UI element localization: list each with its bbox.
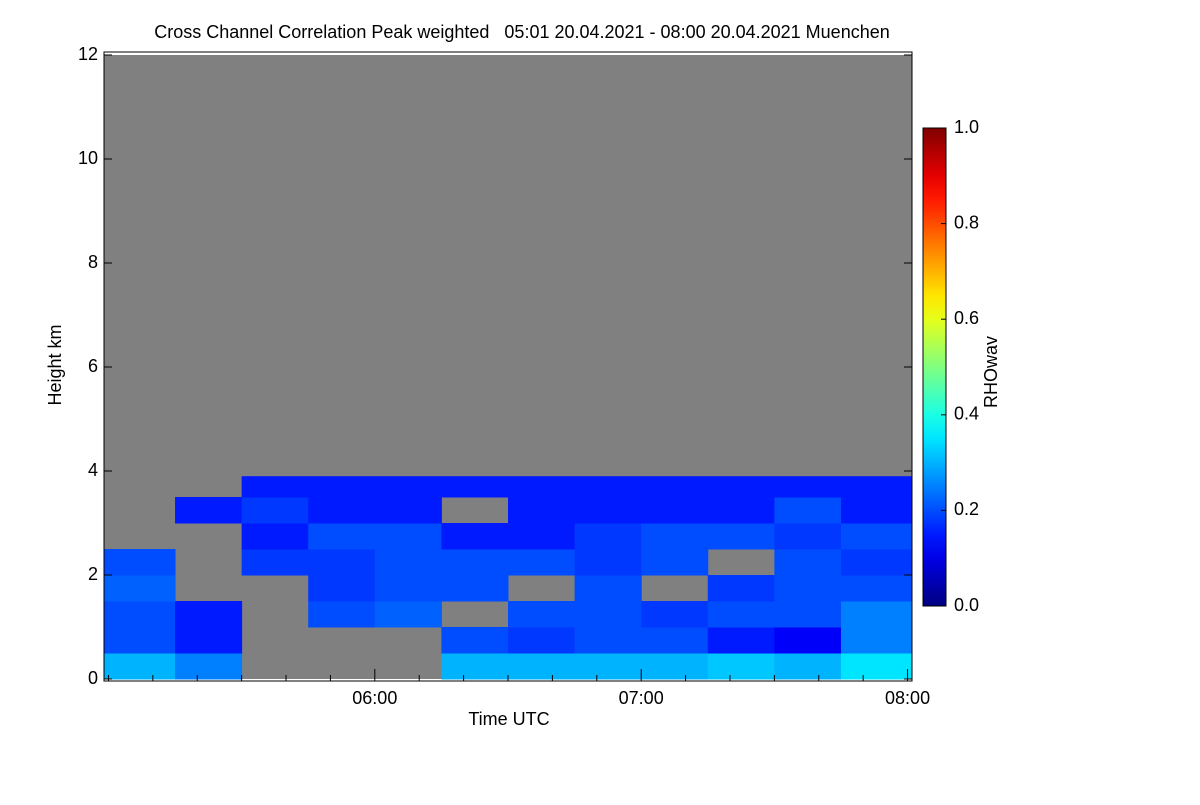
heatmap-cell (707, 601, 775, 628)
y-tick-label: 10 (78, 148, 98, 168)
y-tick-label: 2 (88, 564, 98, 584)
heatmap-cell (840, 601, 913, 628)
heatmap-cell (707, 575, 775, 602)
heatmap-cell (441, 523, 509, 550)
heatmap-cell (104, 653, 176, 680)
colorbar-tick-label: 0.2 (954, 499, 979, 519)
heatmap-cell (707, 627, 775, 654)
heatmap-cell (840, 476, 913, 498)
heatmap-cell (308, 575, 376, 602)
heatmap-cell (641, 627, 709, 654)
y-tick-label: 8 (88, 252, 98, 272)
heatmap-cell (840, 627, 913, 654)
heatmap-cell (441, 653, 509, 680)
heatmap-cell (104, 627, 176, 654)
colorbar (922, 127, 947, 607)
chart-title: Cross Channel Correlation Peak weighted … (154, 22, 890, 42)
heatmap-cell (840, 523, 913, 550)
heatmap-cell (308, 476, 376, 498)
heatmap-cell (308, 497, 376, 524)
heatmap-cell (441, 476, 509, 498)
heatmap-cell (840, 653, 913, 680)
heatmap-cell (308, 601, 376, 628)
heatmap-cell (175, 601, 243, 628)
heatmap-cell (574, 523, 642, 550)
heatmap-cell (707, 653, 775, 680)
heatmap-cell (774, 549, 842, 576)
heatmap-cell (175, 653, 243, 680)
heatmap-cell (104, 601, 176, 628)
heatmap-cell (374, 601, 442, 628)
colorbar-tick-label: 0.0 (954, 595, 979, 615)
x-tick-label: 08:00 (885, 688, 930, 708)
heatmap-cell (441, 575, 509, 602)
heatmap-cell (574, 653, 642, 680)
heatmap-cell (574, 627, 642, 654)
heatmap-cell (774, 476, 842, 498)
heatmap-cell (840, 497, 913, 524)
heatmap-cell (641, 476, 709, 498)
heatmap-cell (175, 627, 243, 654)
heatmap-cell (707, 497, 775, 524)
heatmap-cell (774, 523, 842, 550)
heatmap-cell (707, 523, 775, 550)
colorbar-tick-label: 0.6 (954, 308, 979, 328)
heatmap-cell (774, 575, 842, 602)
heatmap-cell (308, 523, 376, 550)
heatmap-cell (441, 627, 509, 654)
y-tick-label: 4 (88, 460, 98, 480)
heatmap-cell (374, 476, 442, 498)
heatmap-cell (241, 497, 309, 524)
y-tick-label: 6 (88, 356, 98, 376)
colorbar-tick-label: 0.8 (954, 212, 979, 232)
heatmap-cell (840, 549, 913, 576)
heatmap-cell (241, 523, 309, 550)
heatmap-cell (308, 549, 376, 576)
heatmap-cell (641, 653, 709, 680)
heatmap-cell (508, 497, 576, 524)
heatmap-cell (508, 601, 576, 628)
heatmap-cell (508, 523, 576, 550)
heatmap-cell (574, 476, 642, 498)
heatmap-cell (774, 497, 842, 524)
y-tick-label: 0 (88, 668, 98, 688)
heatmap-cell (374, 523, 442, 550)
x-tick-label: 06:00 (352, 688, 397, 708)
x-axis-label: Time UTC (468, 709, 549, 729)
heatmap-cell (641, 601, 709, 628)
heatmap-cell (508, 653, 576, 680)
heatmap-cell (508, 476, 576, 498)
heatmap-cell (241, 476, 309, 498)
heatmap-cell (441, 549, 509, 576)
colorbar-tick-label: 1.0 (954, 117, 979, 137)
heatmap-cell (574, 497, 642, 524)
heatmap-cell (508, 627, 576, 654)
heatmap-cell (175, 497, 243, 524)
y-tick-label: 12 (78, 44, 98, 64)
heatmap-cell (241, 549, 309, 576)
heatmap-cell (641, 549, 709, 576)
heatmap-cell (574, 601, 642, 628)
heatmap-cell (641, 523, 709, 550)
heatmap-cell (374, 549, 442, 576)
heatmap-cell (374, 575, 442, 602)
x-tick-label: 07:00 (619, 688, 664, 708)
y-axis-label: Height km (45, 324, 65, 405)
heatmap-cell (574, 549, 642, 576)
colorbar-tick-label: 0.4 (954, 404, 979, 424)
heatmap-cell (508, 549, 576, 576)
heatmap-cell (104, 549, 176, 576)
heatmap-cell (840, 575, 913, 602)
heatmap-cell (774, 653, 842, 680)
heatmap-cell (574, 575, 642, 602)
heatmap-cell (774, 627, 842, 654)
heatmap-cell (104, 575, 176, 602)
heatmap-cell (374, 497, 442, 524)
colorbar-label: RHOwav (981, 336, 1001, 408)
heatmap-cell (774, 601, 842, 628)
heatmap-cell (707, 476, 775, 498)
heatmap-cell (641, 497, 709, 524)
